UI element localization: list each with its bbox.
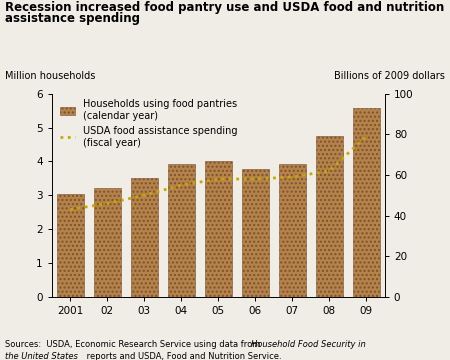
- Bar: [57, 194, 84, 297]
- Text: assistance spending: assistance spending: [5, 12, 140, 25]
- Bar: [353, 108, 379, 297]
- Text: Sources:  USDA, Economic Research Service using data from: Sources: USDA, Economic Research Service…: [5, 340, 263, 349]
- Text: the United States: the United States: [5, 352, 78, 360]
- Legend: Households using food pantries
(calendar year), USDA food assistance spending
(f: Households using food pantries (calendar…: [60, 99, 238, 148]
- Text: Recession increased food pantry use and USDA food and nutrition: Recession increased food pantry use and …: [5, 1, 445, 14]
- Bar: [316, 136, 342, 297]
- Bar: [279, 164, 306, 297]
- Text: reports and USDA, Food and Nutrition Service.: reports and USDA, Food and Nutrition Ser…: [84, 352, 282, 360]
- Bar: [94, 188, 121, 297]
- Bar: [168, 164, 194, 297]
- Text: Billions of 2009 dollars: Billions of 2009 dollars: [334, 71, 445, 81]
- Bar: [242, 169, 269, 297]
- Bar: [131, 178, 158, 297]
- Bar: [205, 161, 232, 297]
- Text: Million households: Million households: [5, 71, 96, 81]
- Text: Household Food Security in: Household Food Security in: [251, 340, 365, 349]
